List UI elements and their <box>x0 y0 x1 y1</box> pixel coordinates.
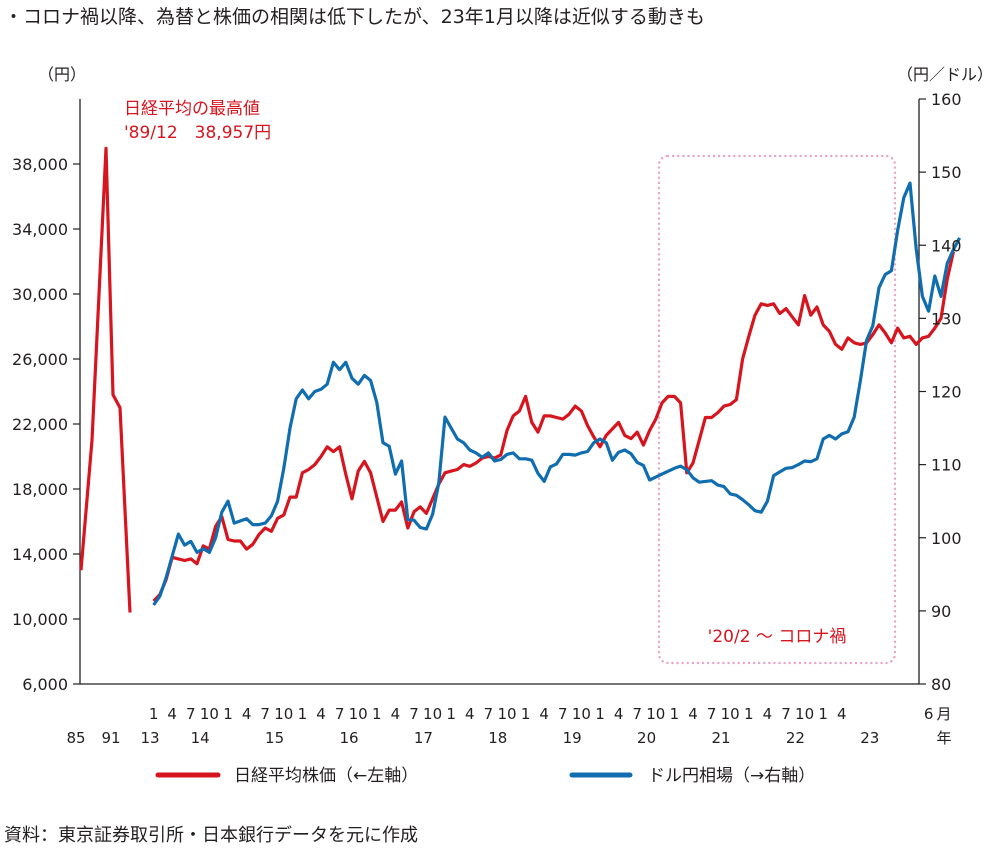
legend-label-nikkei: 日経平均株価（←左軸） <box>234 766 418 786</box>
x-axis-year-label: 20 <box>637 729 656 747</box>
covid-period-box <box>657 154 897 665</box>
x-axis-month-label: 1 <box>521 705 531 723</box>
peak-annotation-title: 日経平均の最高値 <box>124 99 260 119</box>
left-axis-tick-label: 26,000 <box>12 350 68 369</box>
text-layer: 6,000 10,000 14,000 18,000 22,000 26,000 30,00… <box>12 65 993 747</box>
x-axis-month-label: 1 <box>744 705 754 723</box>
right-axis-tick-label: 80 <box>931 675 951 694</box>
x-axis-month-label: 10 <box>423 705 442 723</box>
x-axis-month-label: 4 <box>763 705 773 723</box>
x-axis-year-label: 18 <box>488 729 507 747</box>
chart-title: ・コロナ禍以降、為替と株価の相関は低下したが、23年1月以降は近似する動きも <box>4 6 705 28</box>
x-axis-month-label: 7 <box>335 705 345 723</box>
x-axis-month-label: 1 <box>372 705 382 723</box>
x-axis-month-label: 10 <box>200 705 219 723</box>
x-axis-month-label: 4 <box>688 705 698 723</box>
x-axis-month-label: 10 <box>572 705 591 723</box>
right-axis-unit: （円／ドル） <box>897 65 993 84</box>
covid-highlight-layer <box>657 154 897 665</box>
x-axis-month-label: 4 <box>837 705 847 723</box>
x-axis-month-label: 4 <box>242 705 252 723</box>
right-axis-tick-label: 110 <box>931 456 962 475</box>
x-axis-month-label: 1 <box>298 705 308 723</box>
x-axis-year-label: 15 <box>265 729 284 747</box>
x-axis-month-label: 4 <box>167 705 177 723</box>
right-axis-tick-label: 120 <box>931 383 962 402</box>
x-axis-month-unit: 月 <box>936 705 951 723</box>
x-axis-month-label: 1 <box>223 705 233 723</box>
right-axis-tick-label: 100 <box>931 529 962 548</box>
x-axis-month-label: 7 <box>260 705 270 723</box>
x-axis-year-label: 85 <box>66 729 85 747</box>
x-axis-month-label: 7 <box>409 705 419 723</box>
x-axis-month-label: 10 <box>349 705 368 723</box>
nikkei-historic-line <box>79 146 132 613</box>
x-axis-year-label: 23 <box>860 729 879 747</box>
right-axis-tick-label: 160 <box>931 90 962 109</box>
legend: 日経平均株価（←左軸） ドル円相場（→右軸） <box>155 766 815 786</box>
x-axis-year-label: 16 <box>339 729 358 747</box>
nikkei-line <box>152 251 955 603</box>
x-axis-month-label: 1 <box>446 705 456 723</box>
right-axis-tick-label: 140 <box>931 236 962 255</box>
x-axis-month-label: 7 <box>484 705 494 723</box>
axes-layer <box>73 98 926 685</box>
right-axis-tick-label: 150 <box>931 163 962 182</box>
x-axis-month-label: 4 <box>614 705 624 723</box>
x-axis-year-label: 91 <box>101 729 120 747</box>
usdjpy-line <box>152 181 962 606</box>
x-axis-year-label: 21 <box>711 729 730 747</box>
x-axis-month-label: 4 <box>465 705 475 723</box>
left-axis-tick-label: 38,000 <box>12 155 68 174</box>
left-axis-tick-label: 22,000 <box>12 415 68 434</box>
left-axis-tick-label: 10,000 <box>12 610 68 629</box>
x-axis-month-label: 1 <box>818 705 828 723</box>
x-axis-month-label: 7 <box>186 705 196 723</box>
x-axis-year-label: 22 <box>786 729 805 747</box>
x-axis-month-label: 4 <box>391 705 401 723</box>
peak-annotation-value: '89/12 38,957円 <box>124 123 271 143</box>
right-axis-tick-label: 130 <box>931 309 962 328</box>
covid-annotation: '20/2 〜 コロナ禍 <box>708 627 847 647</box>
x-axis-month-label: 7 <box>707 705 717 723</box>
x-axis-month-label: 7 <box>781 705 791 723</box>
x-axis-year-label: 14 <box>191 729 210 747</box>
left-axis-tick-label: 18,000 <box>12 480 68 499</box>
left-axis-tick-label: 34,000 <box>12 220 68 239</box>
x-axis-month-label: 4 <box>539 705 549 723</box>
x-axis-month-label: 7 <box>632 705 642 723</box>
x-axis-year-label: 13 <box>140 729 159 747</box>
left-axis-unit: （円） <box>38 65 86 84</box>
x-axis-year-unit: 年 <box>936 729 951 747</box>
x-axis-month-label: 4 <box>316 705 326 723</box>
x-axis-month-label: 10 <box>795 705 814 723</box>
source-note: 資料：東京証券取引所・日本銀行データを元に作成 <box>4 825 418 846</box>
x-axis-month-label: 1 <box>595 705 605 723</box>
x-axis-year-label: 17 <box>414 729 433 747</box>
right-axis-tick-label: 90 <box>931 602 951 621</box>
x-axis-month-label: 1 <box>149 705 159 723</box>
x-axis-month-label: 10 <box>497 705 516 723</box>
x-axis-month-label: 1 <box>670 705 680 723</box>
x-axis-month-label: 7 <box>558 705 568 723</box>
x-axis-year-label: 19 <box>563 729 582 747</box>
x-axis-month-label: 10 <box>274 705 293 723</box>
legend-label-usdjpy: ドル円相場（→右軸） <box>648 766 815 786</box>
left-axis-tick-label: 14,000 <box>12 545 68 564</box>
x-axis-month-label: 6 <box>924 705 934 723</box>
series-layer <box>79 146 962 613</box>
left-axis-tick-label: 30,000 <box>12 285 68 304</box>
x-axis-month-label: 10 <box>646 705 665 723</box>
x-axis-month-label: 10 <box>721 705 740 723</box>
left-axis-tick-label: 6,000 <box>22 675 68 694</box>
